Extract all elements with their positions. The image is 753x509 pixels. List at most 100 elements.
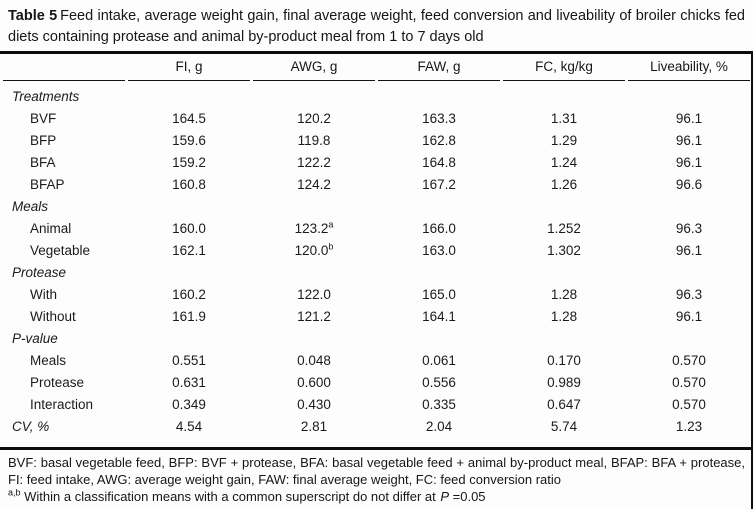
- table-row: Interaction 0.349 0.430 0.335 0.647 0.570: [3, 394, 750, 416]
- cell-value: 96.1: [675, 133, 703, 148]
- cell-value: 96.3: [675, 221, 703, 236]
- table-number: Table 5: [8, 8, 58, 24]
- column-header-row-labels: [3, 54, 125, 81]
- cell-value: 167.2: [422, 177, 456, 192]
- cell-value: 162.8: [422, 133, 456, 148]
- cell-value: 96.1: [675, 309, 703, 324]
- cell-value: 1.23: [675, 419, 703, 434]
- cell-value: 96.1: [675, 111, 703, 126]
- section-row: Meals: [3, 196, 750, 218]
- cell-value: 0.570: [672, 397, 706, 412]
- cell-value: [628, 196, 750, 218]
- section-row: P-value: [3, 328, 750, 350]
- cell-value: [253, 196, 375, 218]
- cell-value: [378, 262, 500, 284]
- cell-value: 0.061: [422, 353, 456, 368]
- cell-value: 96.1: [675, 243, 703, 258]
- cell-value: 123.2a: [294, 219, 334, 236]
- cell-value: 164.5: [172, 111, 206, 126]
- table-row: With 160.2 122.0 165.0 1.28 96.3: [3, 284, 750, 306]
- cell-value: 119.8: [297, 133, 331, 148]
- cell-value: [503, 81, 625, 108]
- cell-value: 2.04: [425, 419, 453, 434]
- cell-value: 0.170: [547, 353, 581, 368]
- cell-value: 122.2: [297, 155, 331, 170]
- row-label: BFA: [30, 155, 56, 170]
- cell-value: 0.556: [422, 375, 456, 390]
- cell-value: 2.81: [300, 419, 328, 434]
- cell-value: 0.430: [297, 397, 331, 412]
- cell-value: 166.0: [422, 221, 456, 236]
- table-row: Without 161.9 121.2 164.1 1.28 96.1: [3, 306, 750, 328]
- cell-value: [128, 262, 250, 284]
- table-row: BFA 159.2 122.2 164.8 1.24 96.1: [3, 152, 750, 174]
- footnote-sup-marker: a,b: [8, 487, 21, 498]
- cell-value: [378, 328, 500, 350]
- row-label: Protease: [30, 375, 85, 390]
- cell-value: 0.631: [172, 375, 206, 390]
- cell-value: 163.3: [422, 111, 456, 126]
- cell-value: 1.31: [550, 111, 578, 126]
- cell-value: 96.3: [675, 287, 703, 302]
- table-caption: Table 5 Feed intake, average weight gain,…: [0, 0, 753, 48]
- table-row: CV, % 4.54 2.81 2.04 5.74 1.23: [3, 416, 750, 447]
- cell-value: 4.54: [175, 419, 203, 434]
- cell-value: 0.551: [172, 353, 206, 368]
- cell-value: [128, 81, 250, 108]
- column-header-2: FAW, g: [378, 54, 500, 81]
- row-label: BFAP: [30, 177, 65, 192]
- section-row: Treatments: [3, 81, 750, 108]
- cell-value: 160.8: [172, 177, 206, 192]
- row-label: Animal: [30, 221, 72, 236]
- cell-value: [378, 81, 500, 108]
- table-row: Vegetable 162.1 120.0b 163.0 1.302 96.1: [3, 240, 750, 262]
- row-label: Protease: [12, 265, 67, 280]
- cell-value: 1.26: [550, 177, 578, 192]
- cell-value: 96.1: [675, 155, 703, 170]
- row-label: Without: [30, 309, 76, 324]
- footnote-sup-text: Within a classification means with a com…: [20, 489, 440, 504]
- footnote-p-symbol: P: [440, 489, 450, 504]
- column-header-3: FC, kg/kg: [503, 54, 625, 81]
- row-label: BFP: [30, 133, 57, 148]
- table-row: Meals 0.551 0.048 0.061 0.170 0.570: [3, 350, 750, 372]
- row-label: CV, %: [12, 419, 50, 434]
- cell-value: 161.9: [172, 309, 206, 324]
- table-row: Animal 160.0 123.2a 166.0 1.252 96.3: [3, 218, 750, 240]
- cell-value: [628, 81, 750, 108]
- cell-value: [628, 328, 750, 350]
- cell-value: 0.570: [672, 353, 706, 368]
- row-label: BVF: [30, 111, 57, 126]
- cell-value: 1.28: [550, 287, 578, 302]
- table-row: Protease 0.631 0.600 0.556 0.989 0.570: [3, 372, 750, 394]
- cell-value: [253, 262, 375, 284]
- cell-value: 1.252: [547, 221, 581, 236]
- cell-value: [378, 196, 500, 218]
- cell-value: [253, 328, 375, 350]
- cell-value: 0.647: [547, 397, 581, 412]
- cell-value: 164.8: [422, 155, 456, 170]
- row-label: P-value: [12, 331, 58, 346]
- table-body: Treatments BVF 164.5 120.2 163.3 1.31 96.1 BFP 1…: [3, 81, 750, 447]
- cell-value: 0.600: [297, 375, 331, 390]
- page-scan-edge-line: [751, 53, 753, 509]
- table-row: BFAP 160.8 124.2 167.2 1.26 96.6: [3, 174, 750, 196]
- cell-value: 162.1: [172, 243, 206, 258]
- significance-superscript: b: [328, 241, 334, 252]
- footnote-superscript-note: a,b Within a classification means with a…: [8, 488, 745, 505]
- cell-value: 164.1: [422, 309, 456, 324]
- cell-value: [128, 328, 250, 350]
- cell-value: [503, 196, 625, 218]
- cell-value: 165.0: [422, 287, 456, 302]
- table-row: BVF 164.5 120.2 163.3 1.31 96.1: [3, 108, 750, 130]
- row-label: With: [30, 287, 57, 302]
- cell-value: 160.0: [172, 221, 206, 236]
- cell-value: 159.6: [172, 133, 206, 148]
- cell-value: 96.6: [675, 177, 703, 192]
- cell-value: [503, 262, 625, 284]
- cell-value: [253, 81, 375, 108]
- table-bottom-rule: [0, 447, 753, 450]
- cell-value: 0.349: [172, 397, 206, 412]
- cell-value: 121.2: [297, 309, 331, 324]
